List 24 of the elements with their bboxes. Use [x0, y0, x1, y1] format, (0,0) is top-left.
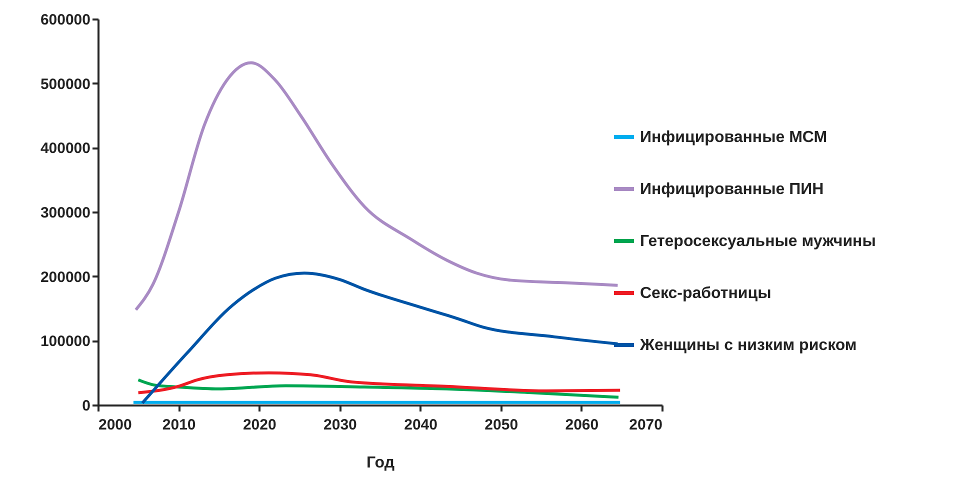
y-tick-label: 400000 [40, 140, 90, 158]
line-series [136, 371, 622, 394]
y-tick-label: 500000 [40, 76, 90, 93]
line-series [136, 378, 620, 399]
y-tick-label: 600000 [40, 12, 90, 28]
y-tick-label: 200000 [40, 268, 90, 286]
legend-label: Женщины с низким риском [639, 337, 857, 354]
legend-label: Инфицированные ПИН [640, 181, 824, 198]
x-tick-label: 2050 [484, 416, 518, 434]
x-tick-label: 2020 [242, 416, 276, 434]
y-tick-label: 100000 [40, 333, 90, 350]
x-tick-label: 2040 [404, 416, 438, 434]
x-tick-label: 2070 [629, 416, 662, 434]
legend-label: Гетеросексуальные мужчины [640, 233, 876, 250]
line-series [134, 61, 620, 312]
y-tick-label: 0 [82, 398, 90, 414]
legend-label: Секс-работницы [640, 285, 772, 302]
x-tick-label: 2000 [98, 416, 132, 434]
x-tick-label: 2060 [565, 416, 599, 434]
x-tick-label: 2010 [162, 416, 196, 434]
y-tick-label: 300000 [40, 204, 90, 222]
x-axis-title: Год [366, 454, 394, 472]
x-tick-label: 2030 [324, 416, 357, 434]
legend-label: Инфицированные МСМ [640, 129, 828, 146]
